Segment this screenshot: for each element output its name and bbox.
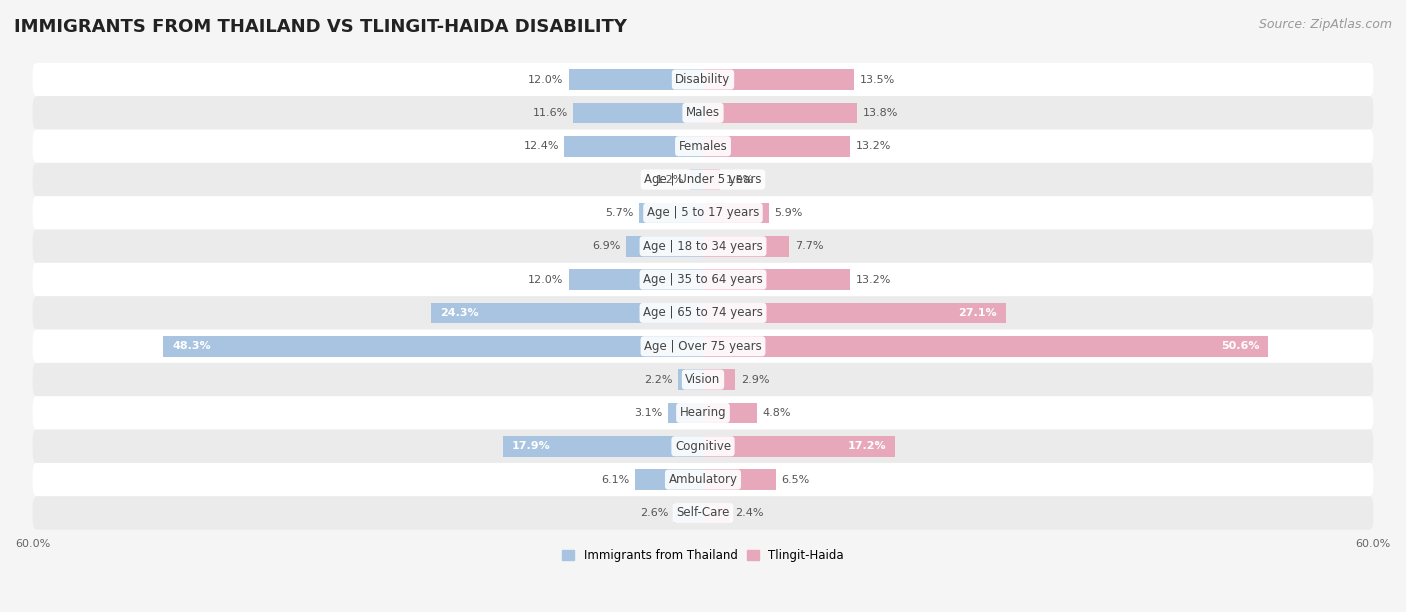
Bar: [640, 203, 703, 223]
Text: Source: ZipAtlas.com: Source: ZipAtlas.com: [1258, 18, 1392, 31]
Text: 2.2%: 2.2%: [644, 375, 673, 384]
Text: 50.6%: 50.6%: [1220, 341, 1260, 351]
FancyBboxPatch shape: [32, 463, 1374, 496]
Text: Age | 18 to 34 years: Age | 18 to 34 years: [643, 240, 763, 253]
Legend: Immigrants from Thailand, Tlingit-Haida: Immigrants from Thailand, Tlingit-Haida: [558, 545, 848, 567]
Text: 24.3%: 24.3%: [440, 308, 479, 318]
FancyBboxPatch shape: [32, 196, 1374, 230]
Bar: [636, 469, 703, 490]
FancyBboxPatch shape: [32, 130, 1374, 163]
Text: 17.9%: 17.9%: [512, 441, 551, 451]
Bar: [703, 369, 735, 390]
Text: 2.4%: 2.4%: [735, 508, 763, 518]
Text: Age | 5 to 17 years: Age | 5 to 17 years: [647, 206, 759, 219]
Text: 2.6%: 2.6%: [640, 508, 668, 518]
Text: 6.1%: 6.1%: [600, 474, 630, 485]
Bar: [679, 369, 703, 390]
Text: Age | Under 5 years: Age | Under 5 years: [644, 173, 762, 186]
Bar: [703, 436, 896, 457]
Text: 1.2%: 1.2%: [655, 174, 683, 185]
Bar: [703, 469, 776, 490]
Bar: [574, 103, 703, 123]
FancyBboxPatch shape: [32, 263, 1374, 296]
FancyBboxPatch shape: [32, 329, 1374, 363]
Text: 5.9%: 5.9%: [775, 208, 803, 218]
Bar: [673, 502, 703, 523]
Text: Ambulatory: Ambulatory: [668, 473, 738, 486]
Text: 1.5%: 1.5%: [725, 174, 754, 185]
Bar: [703, 169, 720, 190]
Bar: [703, 103, 858, 123]
Bar: [703, 69, 853, 90]
Bar: [703, 336, 1268, 357]
Text: 12.0%: 12.0%: [529, 75, 564, 84]
Bar: [689, 169, 703, 190]
Bar: [703, 403, 756, 424]
Text: IMMIGRANTS FROM THAILAND VS TLINGIT-HAIDA DISABILITY: IMMIGRANTS FROM THAILAND VS TLINGIT-HAID…: [14, 18, 627, 36]
Text: Disability: Disability: [675, 73, 731, 86]
FancyBboxPatch shape: [32, 163, 1374, 196]
FancyBboxPatch shape: [32, 63, 1374, 96]
FancyBboxPatch shape: [32, 230, 1374, 263]
Bar: [703, 203, 769, 223]
Text: 6.9%: 6.9%: [592, 241, 620, 251]
Text: 27.1%: 27.1%: [959, 308, 997, 318]
Bar: [626, 236, 703, 256]
FancyBboxPatch shape: [32, 496, 1374, 529]
Bar: [432, 302, 703, 323]
Bar: [503, 436, 703, 457]
Text: 5.7%: 5.7%: [606, 208, 634, 218]
Bar: [703, 136, 851, 157]
Text: 48.3%: 48.3%: [173, 341, 211, 351]
Text: Hearing: Hearing: [679, 406, 727, 419]
Bar: [668, 403, 703, 424]
Text: Age | 35 to 64 years: Age | 35 to 64 years: [643, 273, 763, 286]
Text: 12.4%: 12.4%: [523, 141, 558, 151]
Text: Cognitive: Cognitive: [675, 440, 731, 453]
Text: Vision: Vision: [685, 373, 721, 386]
Text: 13.8%: 13.8%: [863, 108, 898, 118]
Text: 3.1%: 3.1%: [634, 408, 662, 418]
FancyBboxPatch shape: [32, 430, 1374, 463]
Text: 13.2%: 13.2%: [856, 275, 891, 285]
Text: 4.8%: 4.8%: [762, 408, 790, 418]
Bar: [569, 69, 703, 90]
Text: Females: Females: [679, 140, 727, 152]
Bar: [163, 336, 703, 357]
Text: Self-Care: Self-Care: [676, 507, 730, 520]
FancyBboxPatch shape: [32, 396, 1374, 430]
Text: 7.7%: 7.7%: [794, 241, 823, 251]
Bar: [569, 269, 703, 290]
Text: 17.2%: 17.2%: [848, 441, 886, 451]
FancyBboxPatch shape: [32, 363, 1374, 396]
Bar: [703, 302, 1005, 323]
Text: Age | 65 to 74 years: Age | 65 to 74 years: [643, 307, 763, 319]
Text: 13.2%: 13.2%: [856, 141, 891, 151]
Text: 12.0%: 12.0%: [529, 275, 564, 285]
Text: Age | Over 75 years: Age | Over 75 years: [644, 340, 762, 353]
Bar: [703, 502, 730, 523]
FancyBboxPatch shape: [32, 296, 1374, 329]
Text: 2.9%: 2.9%: [741, 375, 769, 384]
Bar: [703, 269, 851, 290]
FancyBboxPatch shape: [32, 96, 1374, 130]
Text: 6.5%: 6.5%: [782, 474, 810, 485]
Bar: [703, 236, 789, 256]
Text: Males: Males: [686, 106, 720, 119]
Text: 11.6%: 11.6%: [533, 108, 568, 118]
Text: 13.5%: 13.5%: [859, 75, 894, 84]
Bar: [564, 136, 703, 157]
